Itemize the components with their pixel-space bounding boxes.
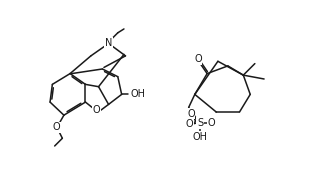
Text: OH: OH bbox=[193, 132, 208, 142]
Text: N: N bbox=[105, 38, 112, 48]
Text: O: O bbox=[208, 118, 216, 128]
Text: O: O bbox=[52, 122, 60, 133]
Text: OH: OH bbox=[131, 89, 146, 99]
Text: O: O bbox=[186, 119, 193, 129]
Text: S: S bbox=[197, 118, 203, 128]
Text: O: O bbox=[92, 105, 100, 115]
Text: O: O bbox=[187, 109, 195, 119]
Text: O: O bbox=[194, 54, 202, 64]
